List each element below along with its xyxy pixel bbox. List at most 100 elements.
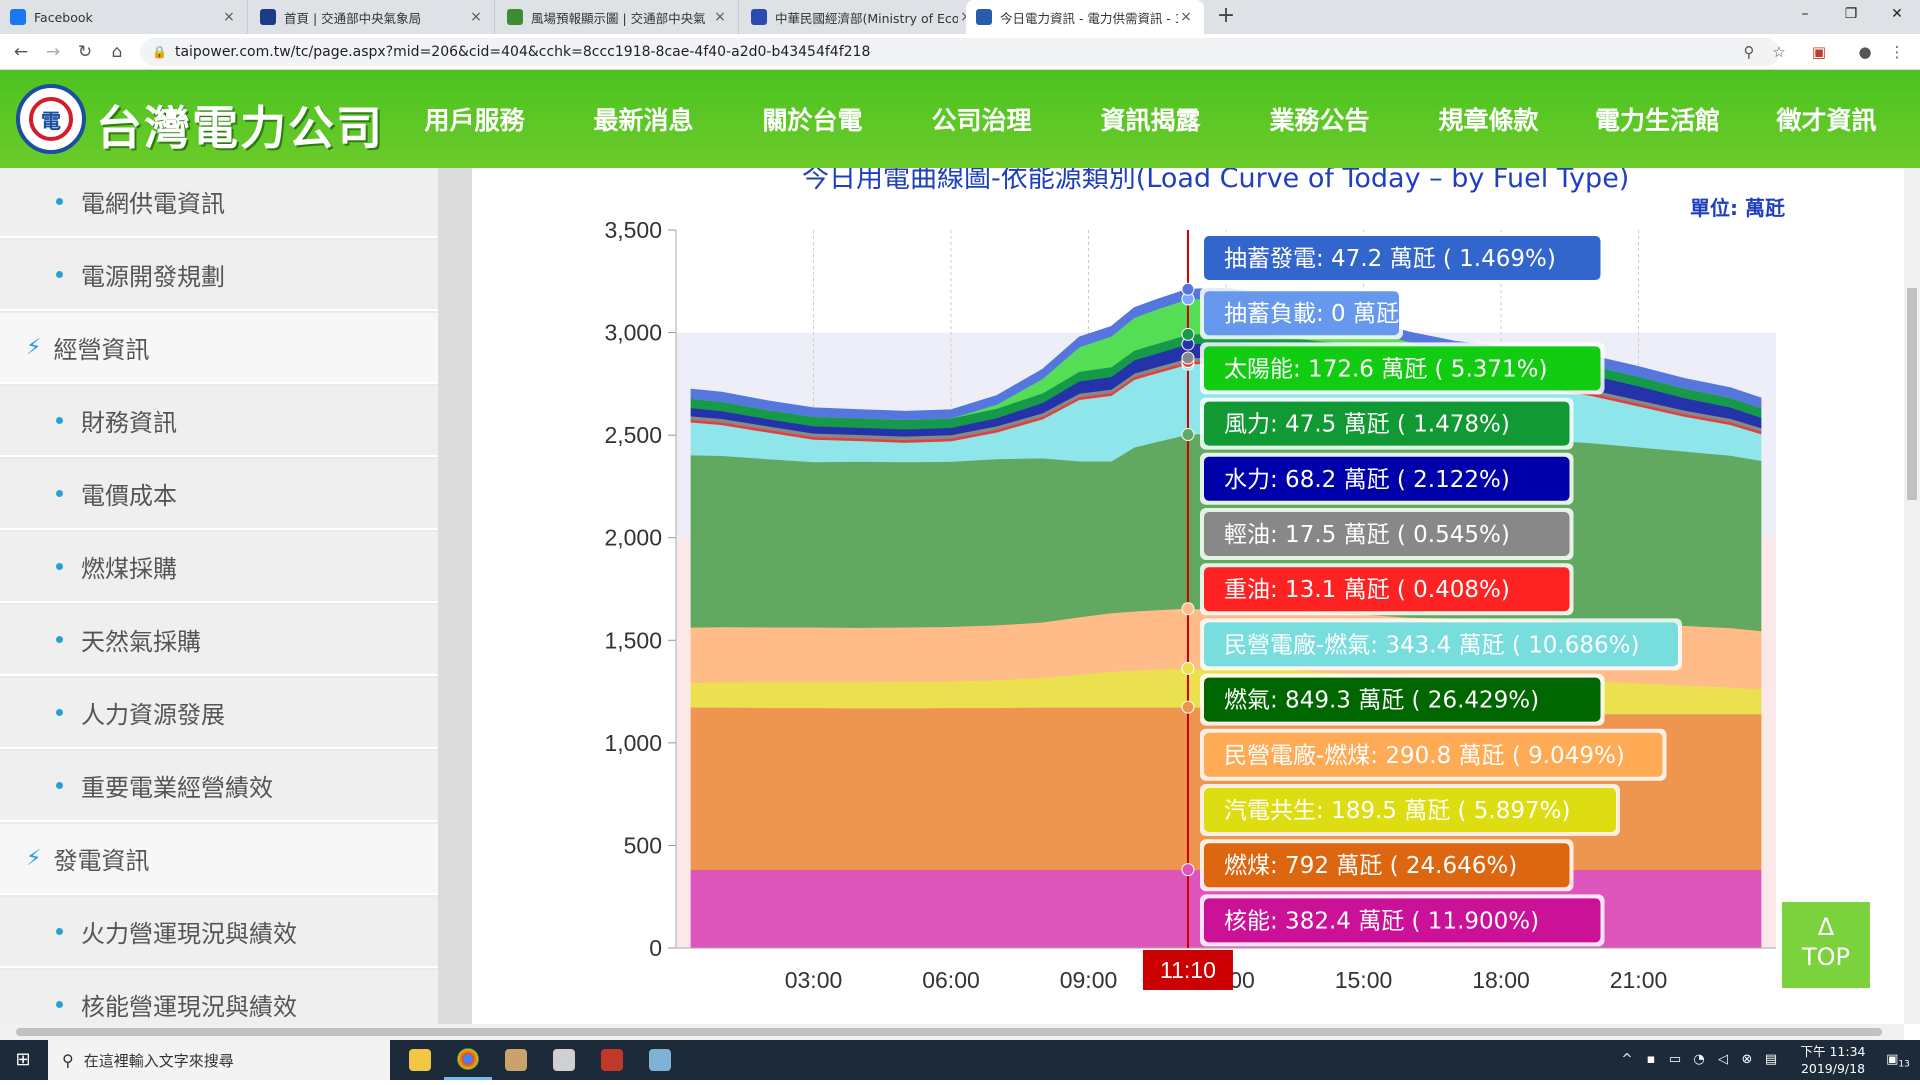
- bullet-icon: [56, 928, 63, 935]
- windows-start-icon[interactable]: ⊞: [15, 1049, 31, 1070]
- sidebar-item[interactable]: 電源開發規劃: [0, 240, 438, 311]
- nav-item[interactable]: 關於台電: [762, 106, 863, 135]
- tooltip-row-bg: [1204, 732, 1663, 777]
- top-label: TOP: [1801, 943, 1851, 971]
- horizontal-scrollbar[interactable]: [0, 1024, 1904, 1040]
- tooltip-row-bg: [1204, 401, 1570, 446]
- tray-ime-icon[interactable]: ▤: [1764, 1052, 1778, 1067]
- tooltip-row: 水力: 68.2 萬瓩 ( 2.122%): [1200, 452, 1574, 505]
- sidebar-section[interactable]: ⚡ 經營資訊: [0, 313, 438, 384]
- nav-item[interactable]: 業務公告: [1269, 106, 1370, 135]
- forward-icon[interactable]: →: [45, 42, 61, 62]
- sidebar-item[interactable]: 電網供電資訊: [0, 168, 438, 238]
- sidebar-item[interactable]: 財務資訊: [0, 386, 438, 457]
- bookmark-star-icon[interactable]: ☆: [1772, 43, 1786, 61]
- browser-tab[interactable]: 中華民國經濟部(Ministry of Eco×: [741, 0, 985, 34]
- back-icon[interactable]: ←: [13, 42, 29, 62]
- back-to-top-button[interactable]: Δ TOP: [1782, 902, 1870, 988]
- nav-item[interactable]: 最新消息: [593, 106, 694, 135]
- clock-date: 2019/9/18: [1800, 1061, 1866, 1076]
- tooltip-row-bg: [1204, 456, 1570, 501]
- chrome-icon[interactable]: [444, 1040, 492, 1080]
- taipower-logo[interactable]: 電: [16, 84, 86, 154]
- sidebar-item[interactable]: 燃煤採購: [0, 532, 438, 603]
- sidebar-section[interactable]: ⚡ 發電資訊: [0, 824, 438, 895]
- tray-network-icon[interactable]: ◔: [1693, 1052, 1705, 1067]
- browser-tab-bar: Facebook × 首頁 | 交通部中央氣象局 × 風場預報顯示圖 | 交通部中央氣 ×…: [0, 0, 1920, 34]
- browser-tab[interactable]: 今日電力資訊 - 電力供需資訊 - 3 ×: [966, 0, 1204, 34]
- scroll-thumb[interactable]: [16, 1028, 1882, 1036]
- tray-volume-icon[interactable]: ◁: [1718, 1052, 1728, 1067]
- tooltip-row: 民營電廠-燃煤: 290.8 萬瓩 ( 9.049%): [1200, 728, 1667, 781]
- x-tick-label: 03:00: [785, 967, 843, 993]
- sidebar-item[interactable]: 核能營運現況與績效: [0, 970, 438, 1024]
- bullet-icon: [56, 417, 63, 424]
- sidebar-item[interactable]: 電價成本: [0, 459, 438, 530]
- reload-icon[interactable]: ↻: [77, 42, 93, 62]
- menu-kebab-icon[interactable]: ⋮: [1889, 43, 1905, 61]
- app-icon[interactable]: [540, 1040, 588, 1080]
- scroll-thumb[interactable]: [1907, 288, 1917, 500]
- close-icon[interactable]: ×: [470, 9, 482, 25]
- extension-icon[interactable]: ▣: [1811, 43, 1827, 61]
- app-icon[interactable]: [588, 1040, 636, 1080]
- sidebar-item[interactable]: 人力資源發展: [0, 678, 438, 749]
- tray-battery-icon[interactable]: ▭: [1668, 1052, 1682, 1067]
- sidebar-item[interactable]: 重要電業經營績效: [0, 751, 438, 822]
- taskbar-clock[interactable]: 下午 11:34 2019/9/18: [1788, 1043, 1878, 1077]
- lock-icon: 🔒: [152, 45, 167, 59]
- nav-item[interactable]: 電力生活館: [1594, 106, 1720, 135]
- tray-chevron-icon[interactable]: ^: [1621, 1052, 1633, 1067]
- browser-tab[interactable]: Facebook ×: [0, 0, 248, 34]
- sidebar-item[interactable]: 火力營運現況與績效: [0, 897, 438, 968]
- x-tick-label: 09:00: [1060, 967, 1118, 993]
- logo-text[interactable]: 台灣電力公司: [96, 101, 384, 155]
- close-icon[interactable]: ×: [958, 9, 974, 25]
- restore-icon[interactable]: ❐: [1844, 6, 1858, 22]
- vertical-scrollbar[interactable]: [1904, 168, 1920, 1024]
- series-marker: [1181, 327, 1195, 341]
- app-icon[interactable]: [492, 1040, 540, 1080]
- nav-item[interactable]: 資訊揭露: [1100, 106, 1201, 135]
- url-text: taipower.com.tw/tc/page.aspx?mid=206&cid…: [174, 44, 871, 60]
- zoom-icon[interactable]: ⚲: [1743, 43, 1755, 61]
- nav-item[interactable]: 徵才資訊: [1776, 106, 1877, 135]
- tooltip-row-label: 重油: 13.1 萬瓩 ( 0.408%): [1224, 577, 1510, 603]
- tooltip-row: 民營電廠-燃氣: 343.4 萬瓩 ( 10.686%): [1200, 618, 1682, 671]
- new-tab-button[interactable]: +: [1216, 3, 1236, 28]
- window-close-icon[interactable]: ✕: [1891, 6, 1903, 22]
- app-icon[interactable]: [636, 1040, 684, 1080]
- profile-avatar-icon[interactable]: ●: [1858, 43, 1872, 61]
- notification-center-icon[interactable]: ▣13: [1886, 1052, 1910, 1070]
- tab-title: 今日電力資訊 - 電力供需資訊 - 3: [1000, 10, 1178, 26]
- browser-tab[interactable]: 首頁 | 交通部中央氣象局 ×: [250, 0, 495, 34]
- tooltip-row-bg: [1204, 622, 1678, 667]
- bullet-icon: [56, 1001, 63, 1008]
- x-tick-label: 21:00: [1610, 967, 1668, 993]
- tray-block-icon[interactable]: ⊗: [1741, 1052, 1753, 1067]
- close-icon[interactable]: ×: [223, 9, 235, 25]
- tray-app-icon[interactable]: ▪: [1646, 1052, 1656, 1067]
- home-icon[interactable]: ⌂: [111, 42, 123, 62]
- series-marker: [1181, 661, 1195, 675]
- cursor-time-box: [1142, 950, 1233, 990]
- top-arrow-icon: Δ: [1817, 913, 1835, 941]
- load-curve-chart[interactable]: 0 500 1,000 1,500 2,000 2,500 3,000 3,500 03:00 0…: [472, 168, 1904, 1024]
- nav-item[interactable]: 規章條款: [1438, 106, 1539, 135]
- main-content: 0 500 1,000 1,500 2,000 2,500 3,000 3,500 03:00 0…: [472, 168, 1904, 1024]
- nav-item[interactable]: 用戶服務: [424, 106, 525, 135]
- cursor-time-label: 11:10: [1160, 957, 1216, 983]
- sidebar-item[interactable]: 天然氣採購: [0, 605, 438, 676]
- close-icon[interactable]: ×: [1180, 9, 1192, 25]
- taskbar-search-input[interactable]: ⚲ 在這裡輸入文字來搜尋: [48, 1040, 390, 1080]
- bullet-icon: [56, 198, 63, 205]
- browser-tab[interactable]: 風場預報顯示圖 | 交通部中央氣 ×: [497, 0, 739, 34]
- minimize-icon[interactable]: –: [1801, 6, 1809, 22]
- x-tick-label: 18:00: [1472, 967, 1530, 993]
- close-icon[interactable]: ×: [714, 9, 726, 25]
- bullet-icon: [56, 709, 63, 716]
- file-explorer-icon[interactable]: [396, 1040, 444, 1080]
- nav-item[interactable]: 公司治理: [931, 106, 1032, 135]
- series-marker: [1181, 700, 1195, 714]
- url-input[interactable]: 🔒 taipower.com.tw/tc/page.aspx?mid=206&c…: [140, 38, 1780, 66]
